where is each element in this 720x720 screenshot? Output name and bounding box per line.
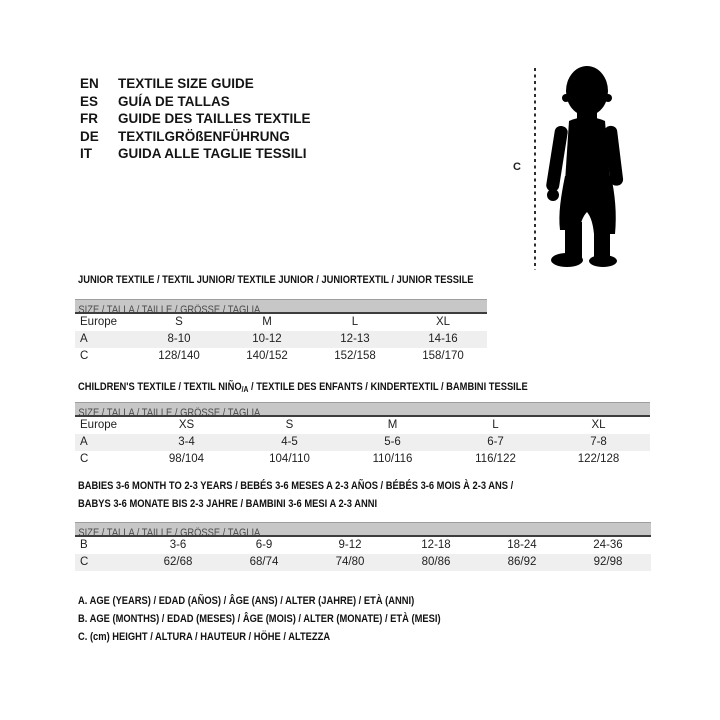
row-label: A	[80, 436, 88, 448]
table-cell: 7-8	[590, 436, 607, 448]
language-row: IT GUIDA ALLE TAGLIE TESSILI	[80, 145, 311, 163]
footnote-b: B. AGE (MONTHS) / EDAD (MESES) / ÂGE (MO…	[78, 613, 441, 625]
size-table-header: SIZE / TALLA / TAILLE / GRÖSSE / TAGLIA	[75, 402, 650, 417]
language-list: EN TEXTILE SIZE GUIDE ES GUÍA DE TALLAS …	[80, 75, 311, 163]
section-title-children-pre: CHILDREN'S TEXTILE / TEXTIL NIÑO	[78, 381, 242, 393]
section-title-babies-line1: BABIES 3-6 MONTH TO 2-3 YEARS / BEBÉS 3-…	[78, 480, 514, 492]
table-row: C 62/68 68/74 74/80 80/86 86/92 92/98	[75, 554, 651, 571]
table-row: C 98/104 104/110 110/116 116/122 122/128	[75, 451, 650, 468]
table-cell: 110/116	[372, 453, 413, 465]
size-table-header-label: SIZE / TALLA / TAILLE / GRÖSSE / TAGLIA	[78, 304, 261, 314]
language-code: FR	[80, 111, 98, 126]
table-cell: L	[492, 419, 499, 431]
table-cell: 74/80	[335, 556, 365, 568]
table-row: C 128/140 140/152 152/158 158/170	[75, 348, 487, 365]
table-row: B 3-6 6-9 9-12 12-18 18-24 24-36	[75, 537, 651, 554]
measure-label-c: C	[513, 161, 521, 173]
language-row: FR GUIDE DES TAILLES TEXTILE	[80, 110, 311, 128]
table-cell: 5-6	[384, 436, 401, 448]
table-cell: 12-13	[340, 333, 370, 345]
size-table-children: SIZE / TALLA / TAILLE / GRÖSSE / TAGLIA …	[75, 402, 650, 468]
language-label: TEXTILGRÖßENFÜHRUNG	[118, 128, 290, 144]
row-label: C	[80, 556, 89, 568]
language-code: EN	[80, 76, 99, 91]
table-cell: 86/92	[507, 556, 537, 568]
table-cell: M	[262, 316, 272, 328]
language-label: GUIDA ALLE TAGLIE TESSILI	[118, 146, 307, 161]
section-title-babies-line2: BABYS 3-6 MONATE BIS 2-3 JAHRE / BAMBINI…	[78, 498, 378, 510]
table-row: Europe S M L XL	[75, 314, 487, 331]
table-cell: 116/122	[475, 453, 516, 465]
table-cell: 122/128	[577, 453, 620, 465]
language-label: GUIDE DES TAILLES TEXTILE	[118, 111, 311, 126]
language-code: DE	[80, 128, 99, 144]
table-cell: 4-5	[281, 436, 298, 448]
footnote-a: A. AGE (YEARS) / EDAD (AÑOS) / ÂGE (ANS)…	[78, 595, 415, 607]
size-table-header: SIZE / TALLA / TAILLE / GRÖSSE / TAGLIA	[75, 522, 651, 537]
language-row: ES GUÍA DE TALLAS	[80, 93, 311, 111]
table-cell: 128/140	[158, 350, 200, 362]
table-cell: 152/158	[334, 350, 376, 362]
size-table-header: SIZE / TALLA / TAILLE / GRÖSSE / TAGLIA	[75, 299, 487, 314]
section-title-children: CHILDREN'S TEXTILE / TEXTIL NIÑO/A / TEX…	[78, 381, 528, 396]
table-cell: 158/170	[422, 350, 464, 362]
table-cell: 14-16	[428, 333, 458, 345]
table-cell: 140/152	[246, 350, 288, 362]
table-cell: S	[285, 419, 294, 431]
table-row: A 3-4 4-5 5-6 6-7 7-8	[75, 434, 650, 451]
toddler-silhouette-icon	[546, 66, 624, 267]
table-cell: 9-12	[338, 539, 362, 551]
size-table-header-label: SIZE / TALLA / TAILLE / GRÖSSE / TAGLIA	[78, 527, 261, 537]
row-label: B	[80, 539, 88, 551]
table-cell: 68/74	[249, 556, 279, 568]
row-label: Europe	[80, 419, 118, 431]
table-cell: 6-7	[487, 436, 504, 448]
table-cell: L	[351, 316, 359, 328]
row-label: C	[80, 453, 89, 465]
size-table-babies: SIZE / TALLA / TAILLE / GRÖSSE / TAGLIA …	[75, 522, 651, 571]
size-table-junior: SIZE / TALLA / TAILLE / GRÖSSE / TAGLIA …	[75, 299, 487, 365]
language-code: IT	[80, 146, 92, 161]
table-cell: 92/98	[593, 556, 623, 568]
footnotes: A. AGE (YEARS) / EDAD (AÑOS) / ÂGE (ANS)…	[78, 592, 505, 646]
table-cell: 3-4	[178, 436, 195, 448]
row-label: A	[80, 333, 88, 345]
table-cell: 6-9	[255, 539, 273, 551]
table-cell: 12-18	[421, 539, 451, 551]
size-table-header-label: SIZE / TALLA / TAILLE / GRÖSSE / TAGLIA	[78, 407, 261, 417]
table-row: A 8-10 10-12 12-13 14-16	[75, 331, 487, 348]
section-title-children-post: / TEXTILE DES ENFANTS / KINDERTEXTIL / B…	[248, 381, 528, 393]
row-label: Europe	[80, 316, 118, 328]
language-code: ES	[80, 93, 99, 109]
table-cell: 98/104	[168, 453, 205, 465]
table-cell: 8-10	[167, 333, 191, 345]
table-cell: 104/110	[269, 453, 310, 465]
language-row: DE TEXTILGRÖßENFÜHRUNG	[80, 128, 311, 146]
table-cell: 62/68	[163, 556, 193, 568]
table-cell: XS	[178, 419, 195, 431]
table-cell: XL	[435, 316, 451, 328]
language-label: GUÍA DE TALLAS	[118, 93, 230, 109]
table-cell: 18-24	[507, 539, 537, 551]
table-cell: XL	[591, 419, 606, 431]
table-cell: 24-36	[593, 539, 623, 551]
table-cell: 3-6	[169, 539, 187, 551]
table-cell: 10-12	[252, 333, 282, 345]
table-row: Europe XS S M L XL	[75, 417, 650, 434]
table-cell: S	[175, 316, 183, 328]
table-cell: 80/86	[421, 556, 451, 568]
language-row: EN TEXTILE SIZE GUIDE	[80, 75, 311, 93]
language-label: TEXTILE SIZE GUIDE	[118, 76, 254, 91]
height-measure-dotted-line	[534, 68, 536, 270]
section-title-children-sub: /A	[241, 385, 249, 394]
row-label: C	[80, 350, 89, 362]
table-cell: M	[387, 419, 398, 431]
section-title-junior: JUNIOR TEXTILE / TEXTIL JUNIOR/ TEXTILE …	[78, 274, 474, 286]
footnote-c: C. (cm) HEIGHT / ALTURA / HAUTEUR / HÖHE…	[78, 631, 331, 643]
